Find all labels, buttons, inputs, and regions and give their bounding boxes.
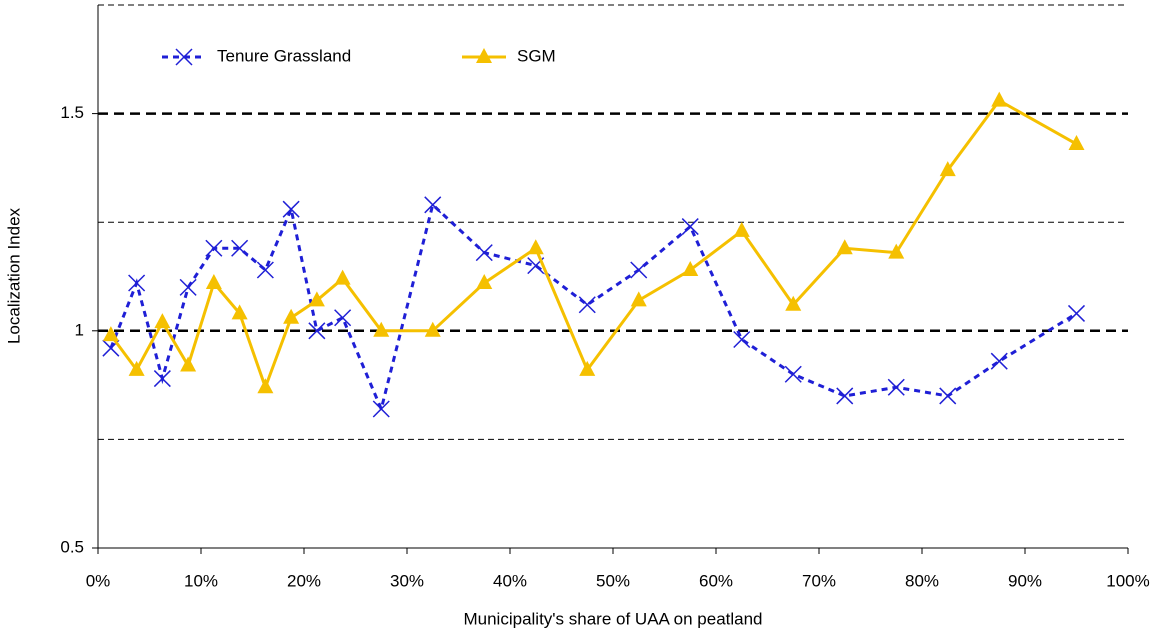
x-axis-label: Municipality's share of UAA on peatland [463,609,762,628]
y-tick-label: 1.5 [60,103,84,122]
marker [282,200,300,218]
marker [373,321,390,337]
marker [372,400,390,418]
marker [733,221,750,237]
legend-marker [476,48,492,63]
x-tick-label: 50% [596,571,630,590]
x-tick-label: 100% [1106,571,1149,590]
marker [128,360,145,376]
marker [180,356,197,372]
y-axis-label: Localization Index [4,207,23,344]
legend-marker [175,48,193,66]
marker [630,291,647,307]
series-line [109,202,1078,414]
marker [681,218,699,236]
marker [784,365,802,383]
marker [836,387,854,405]
series-line [109,98,1078,392]
marker [154,313,171,329]
marker [887,378,905,396]
marker [682,260,699,276]
marker [308,291,325,307]
y-tick-label: 0.5 [60,537,84,556]
x-tick-label: 80% [905,571,939,590]
marker [256,261,274,279]
marker [334,309,352,327]
x-tick-label: 10% [184,571,218,590]
x-tick-label: 40% [493,571,527,590]
legend-label: SGM [517,46,556,65]
marker [630,261,648,279]
marker [939,387,957,405]
marker [102,326,119,342]
marker [990,352,1008,370]
marker [836,239,853,255]
marker [785,295,802,311]
legend-label: Tenure Grassland [217,46,351,65]
marker [733,330,751,349]
marker [424,196,442,214]
x-tick-label: 60% [699,571,733,590]
marker [153,370,171,388]
marker [205,274,222,290]
marker [308,322,326,340]
marker [231,239,249,257]
marker [1068,135,1085,151]
marker [257,378,274,394]
x-tick-label: 20% [287,571,321,590]
marker [334,269,351,285]
marker [579,360,596,376]
marker [888,243,905,259]
marker [205,239,223,257]
marker [476,274,493,290]
marker [475,244,493,262]
marker [179,278,197,296]
marker [424,321,441,337]
marker [991,91,1008,107]
x-tick-label: 70% [802,571,836,590]
marker [939,161,956,177]
marker [283,308,300,324]
marker [231,304,248,320]
x-tick-label: 0% [86,571,111,590]
marker [578,296,596,314]
marker [128,274,146,292]
y-tick-label: 1 [75,320,84,339]
x-tick-label: 90% [1008,571,1042,590]
marker [1067,304,1086,322]
marker [527,239,544,255]
x-tick-label: 30% [390,571,424,590]
